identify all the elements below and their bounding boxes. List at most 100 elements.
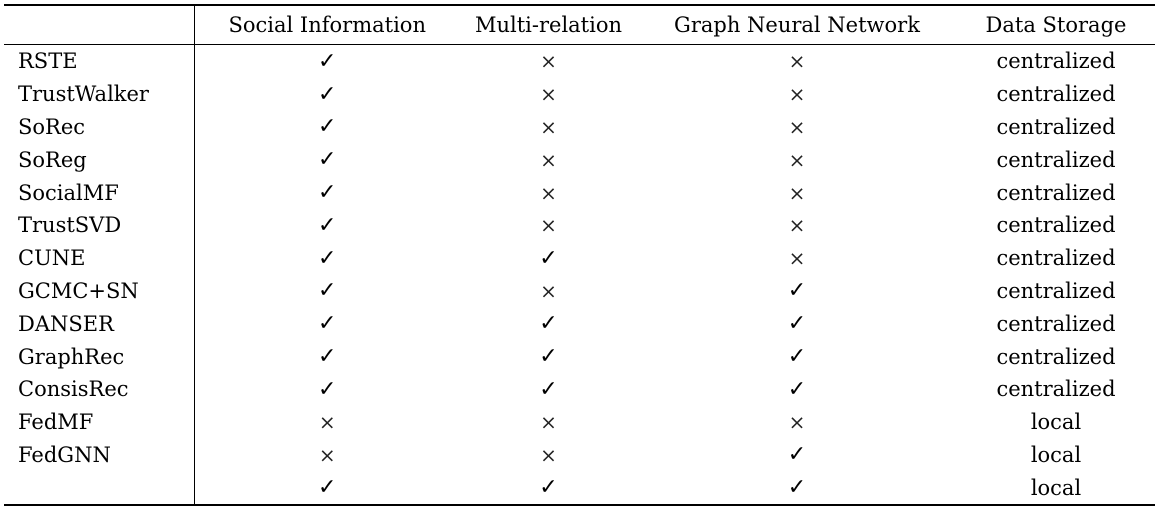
multi-relation-cell: ×: [460, 78, 637, 111]
method-name: TrustSVD: [4, 208, 195, 242]
data-storage-cell: local: [1030, 410, 1082, 435]
table-header: Social Information Multi-relation Graph …: [4, 5, 1155, 45]
multi-relation-cell: ×: [460, 406, 637, 439]
data-storage-cell: local: [1030, 442, 1082, 467]
header-data-storage: Data Storage: [957, 5, 1155, 45]
data-storage-cell: local: [1030, 475, 1082, 500]
comparison-table-container: Social Information Multi-relation Graph …: [4, 4, 1155, 507]
cross-mark-icon: ×: [788, 82, 806, 107]
check-mark-icon: ✓: [539, 245, 558, 271]
method-name: GCMC+SN: [4, 274, 195, 308]
table-row: RSTE ✓ × × centralized: [4, 44, 1155, 78]
table-row: TrustSVD ✓ × × centralized: [4, 208, 1155, 242]
graph-neural-network-cell: ×: [637, 209, 957, 242]
table-row: FedGNN × × ✓ local: [4, 438, 1155, 472]
social-information-cell: ×: [194, 439, 460, 472]
multi-relation-cell: ×: [460, 209, 637, 242]
method-name: SocialMF: [4, 176, 195, 209]
table-row: DANSER ✓ ✓ ✓ centralized: [4, 307, 1155, 341]
multi-relation-cell: ×: [460, 45, 637, 78]
data-storage-cell: centralized: [996, 344, 1116, 369]
social-information-cell: ✓: [194, 242, 460, 275]
check-mark-icon: ✓: [539, 376, 558, 402]
header-row: Social Information Multi-relation Graph …: [4, 5, 1155, 45]
cross-mark-icon: ×: [540, 442, 557, 467]
check-mark-icon: ✓: [318, 212, 337, 238]
graph-neural-network-cell: ×: [637, 45, 957, 78]
header-multi-relation: Multi-relation: [460, 5, 637, 45]
multi-relation-cell: ×: [460, 275, 637, 308]
check-mark-icon: ✓: [318, 147, 337, 173]
method-name: TrustWalker: [4, 77, 195, 111]
check-mark-icon: ✓: [318, 311, 337, 337]
table-row: SoRec ✓ × × centralized: [4, 110, 1155, 144]
check-mark-icon: ✓: [787, 376, 807, 402]
cross-mark-icon: ×: [540, 49, 557, 74]
check-mark-icon: ✓: [539, 475, 558, 501]
method-name: FedGNN: [4, 438, 195, 472]
cross-mark-icon: ×: [540, 410, 557, 435]
data-storage-cell: centralized: [996, 213, 1116, 238]
graph-neural-network-cell: ✓: [637, 307, 957, 340]
check-mark-icon: ✓: [318, 245, 337, 271]
multi-relation-cell: ✓: [460, 340, 637, 373]
data-storage-cell: centralized: [996, 147, 1116, 172]
multi-relation-cell: ✓: [460, 307, 637, 340]
method-name: [4, 471, 195, 506]
cross-mark-icon: ×: [540, 114, 557, 139]
social-information-cell: ✓: [194, 143, 460, 176]
social-information-cell: ✓: [194, 111, 460, 144]
graph-neural-network-cell: ✓: [637, 340, 957, 373]
method-name: FedMF: [4, 405, 195, 439]
graph-neural-network-cell: ×: [637, 176, 957, 209]
check-mark-icon: ✓: [318, 48, 337, 74]
graph-neural-network-cell: ×: [637, 111, 957, 144]
method-name: GraphRec: [4, 340, 195, 373]
header-method: [4, 5, 195, 45]
data-storage-cell: centralized: [996, 114, 1116, 139]
graph-neural-network-cell: ✓: [637, 373, 957, 406]
cross-mark-icon: ×: [318, 442, 336, 467]
check-mark-icon: ✓: [318, 81, 337, 107]
check-mark-icon: ✓: [787, 442, 807, 468]
multi-relation-cell: ×: [460, 176, 637, 209]
method-name: SoReg: [4, 143, 195, 177]
graph-neural-network-cell: ×: [637, 406, 957, 439]
method-name: SoRec: [4, 110, 195, 144]
table-row: SocialMF ✓ × × centralized: [4, 176, 1155, 209]
social-information-cell: ✓: [194, 78, 460, 111]
graph-neural-network-cell: ✓: [637, 275, 957, 308]
check-mark-icon: ✓: [787, 344, 807, 370]
check-mark-icon: ✓: [787, 311, 807, 337]
multi-relation-cell: ✓: [460, 471, 637, 505]
cross-mark-icon: ×: [788, 180, 806, 205]
social-information-cell: ✓: [194, 45, 460, 78]
data-storage-cell: centralized: [996, 311, 1116, 336]
cross-mark-icon: ×: [318, 410, 336, 435]
graph-neural-network-cell: ×: [637, 78, 957, 111]
table-row: GCMC+SN ✓ × ✓ centralized: [4, 274, 1155, 308]
cross-mark-icon: ×: [788, 410, 806, 435]
multi-relation-cell: ×: [460, 439, 637, 472]
social-information-cell: ✓: [194, 275, 460, 308]
header-graph-neural-network: Graph Neural Network: [637, 5, 957, 45]
cross-mark-icon: ×: [540, 147, 557, 172]
data-storage-cell: centralized: [996, 278, 1116, 303]
cross-mark-icon: ×: [788, 147, 806, 172]
check-mark-icon: ✓: [318, 114, 337, 140]
method-name: ConsisRec: [4, 372, 195, 406]
social-information-cell: ✓: [194, 307, 460, 340]
multi-relation-cell: ×: [460, 143, 637, 176]
cross-mark-icon: ×: [540, 180, 557, 205]
cross-mark-icon: ×: [788, 49, 806, 74]
check-mark-icon: ✓: [539, 344, 558, 370]
comparison-table: Social Information Multi-relation Graph …: [4, 4, 1155, 507]
graph-neural-network-cell: ✓: [637, 471, 957, 505]
social-information-cell: ×: [194, 406, 460, 439]
method-name: CUNE: [4, 241, 195, 275]
data-storage-cell: centralized: [996, 180, 1116, 205]
cross-mark-icon: ×: [540, 82, 557, 107]
social-information-cell: ✓: [194, 471, 460, 505]
multi-relation-cell: ×: [460, 111, 637, 144]
check-mark-icon: ✓: [318, 344, 337, 370]
